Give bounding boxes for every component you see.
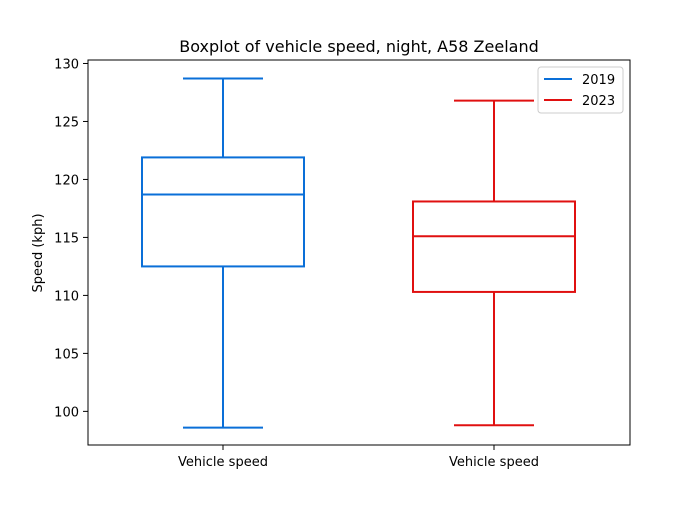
- x-axis: Vehicle speed Vehicle speed: [178, 445, 539, 470]
- iqr-box: [141, 156, 305, 268]
- y-tick-label: 105: [54, 347, 79, 362]
- y-tick-label: 130: [54, 57, 79, 72]
- y-tick-label: 115: [54, 231, 79, 246]
- y-axis: 100 105 110 115 120 125 130: [54, 57, 88, 420]
- x-tick-label: Vehicle speed: [449, 455, 539, 470]
- iqr-box: [412, 200, 576, 293]
- box-2023: [412, 99, 576, 427]
- y-tick-label: 125: [54, 115, 79, 130]
- x-tick-label: Vehicle speed: [178, 455, 268, 470]
- y-tick-label: 100: [54, 405, 79, 420]
- legend: 2019 2023: [537, 66, 624, 114]
- legend-label: 2019: [582, 73, 615, 88]
- y-tick-label: 120: [54, 173, 79, 188]
- legend-label: 2023: [582, 94, 615, 109]
- box-series-group: [141, 77, 576, 429]
- plot-area-frame: [87, 59, 631, 446]
- y-axis-label: Speed (kph): [31, 213, 46, 292]
- y-tick-label: 110: [54, 289, 79, 304]
- chart-title: Boxplot of vehicle speed, night, A58 Zee…: [179, 37, 539, 56]
- box-2019: [141, 77, 305, 429]
